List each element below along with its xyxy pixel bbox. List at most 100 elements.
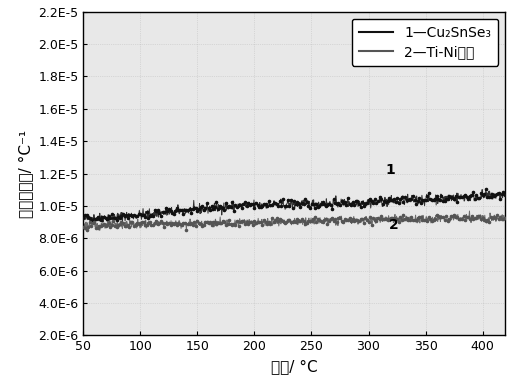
Point — [307, 218, 316, 224]
Point — [369, 215, 378, 221]
Point — [130, 211, 138, 218]
Point — [350, 218, 358, 224]
Point — [258, 203, 267, 209]
Point — [149, 213, 157, 220]
Point — [285, 216, 293, 223]
Point — [260, 217, 268, 223]
Point — [192, 223, 200, 229]
Point — [421, 197, 430, 203]
Point — [488, 191, 497, 197]
Point — [204, 205, 213, 211]
Point — [162, 220, 170, 226]
Point — [353, 198, 362, 204]
Point — [206, 207, 214, 213]
Point — [128, 219, 137, 225]
Point — [196, 204, 205, 211]
Point — [230, 221, 238, 227]
Point — [160, 209, 168, 215]
Point — [460, 193, 468, 199]
Point — [380, 216, 389, 223]
Point — [193, 218, 202, 225]
Point — [238, 218, 246, 224]
Point — [501, 191, 509, 198]
Point — [93, 214, 102, 220]
Point — [277, 217, 286, 223]
Point — [178, 207, 186, 213]
Point — [442, 196, 450, 202]
Point — [282, 219, 290, 225]
Point — [411, 197, 419, 203]
Point — [250, 204, 258, 211]
Point — [147, 222, 156, 228]
Point — [355, 201, 363, 207]
Text: 2: 2 — [389, 218, 399, 232]
Point — [214, 220, 222, 226]
Point — [274, 203, 282, 209]
Point — [323, 202, 331, 208]
Point — [293, 199, 302, 206]
Point — [439, 214, 447, 220]
Point — [334, 200, 343, 206]
Point — [371, 217, 379, 223]
Point — [225, 203, 233, 209]
Point — [491, 215, 500, 221]
Point — [131, 213, 140, 219]
Point — [236, 202, 244, 208]
Point — [131, 222, 140, 228]
Point — [331, 216, 340, 222]
Point — [169, 221, 178, 227]
Point — [116, 215, 124, 221]
Point — [276, 216, 284, 223]
Point — [344, 195, 352, 201]
Point — [165, 220, 173, 227]
Point — [102, 215, 110, 221]
Point — [341, 216, 349, 222]
Point — [103, 222, 111, 228]
Point — [95, 216, 103, 222]
Point — [385, 216, 393, 222]
Point — [461, 217, 469, 223]
Point — [96, 223, 105, 229]
Point — [374, 198, 382, 204]
Point — [96, 217, 105, 223]
Point — [245, 202, 254, 208]
Point — [233, 204, 241, 210]
Point — [350, 202, 358, 208]
Point — [283, 217, 292, 223]
Point — [98, 214, 106, 220]
Point — [141, 214, 150, 220]
Point — [423, 218, 431, 224]
Point — [244, 200, 252, 206]
Point — [227, 204, 235, 211]
Point — [426, 196, 435, 202]
Point — [490, 214, 498, 220]
Point — [187, 210, 195, 216]
Point — [295, 218, 303, 224]
Point — [383, 197, 392, 204]
Point — [480, 191, 488, 197]
Point — [238, 205, 246, 211]
Point — [356, 216, 365, 222]
Point — [222, 222, 230, 228]
Point — [134, 211, 143, 217]
Point — [445, 193, 454, 199]
Point — [82, 227, 91, 233]
Point — [328, 206, 336, 212]
Point — [409, 216, 417, 223]
Point — [116, 221, 124, 227]
Point — [262, 218, 270, 225]
Point — [376, 193, 384, 200]
Point — [417, 199, 425, 206]
Point — [406, 196, 414, 202]
Point — [103, 216, 111, 222]
Point — [387, 215, 395, 221]
Point — [344, 217, 352, 223]
Point — [398, 217, 406, 223]
Point — [499, 189, 507, 195]
Point — [81, 212, 89, 218]
Point — [79, 215, 88, 221]
Point — [345, 201, 354, 207]
Point — [227, 221, 235, 227]
Point — [443, 196, 452, 202]
Point — [342, 216, 351, 223]
